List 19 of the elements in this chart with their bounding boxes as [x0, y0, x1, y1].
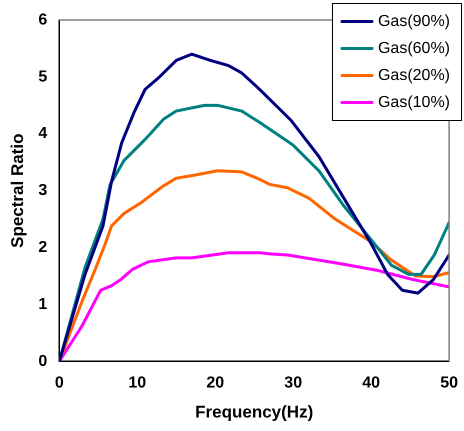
x-tick-label: 30 [284, 374, 302, 392]
y-tick-label: 5 [38, 68, 48, 86]
x-tick-label: 40 [362, 374, 380, 392]
x-tick-label: 0 [54, 374, 64, 392]
y-tick-label: 6 [38, 11, 48, 28]
x-tick-label: 10 [128, 374, 146, 392]
y-tick-label: 0 [38, 352, 48, 370]
y-tick-label: 4 [38, 125, 48, 142]
y-tick-label: 1 [38, 296, 48, 313]
x-tick-label: 50 [440, 374, 458, 392]
x-tick-label: 20 [206, 374, 224, 392]
legend-label: Gas(10%) [378, 94, 450, 111]
y-tick-label: 2 [38, 239, 48, 256]
y-tick-label: 3 [38, 182, 48, 200]
y-axis-title: Spectral Ratio [8, 134, 27, 248]
legend-label: Gas(90%) [378, 12, 450, 30]
x-axis-title: Frequency(Hz) [195, 402, 314, 422]
legend-label: Gas(20%) [378, 66, 450, 84]
legend-label: Gas(60%) [378, 40, 450, 57]
